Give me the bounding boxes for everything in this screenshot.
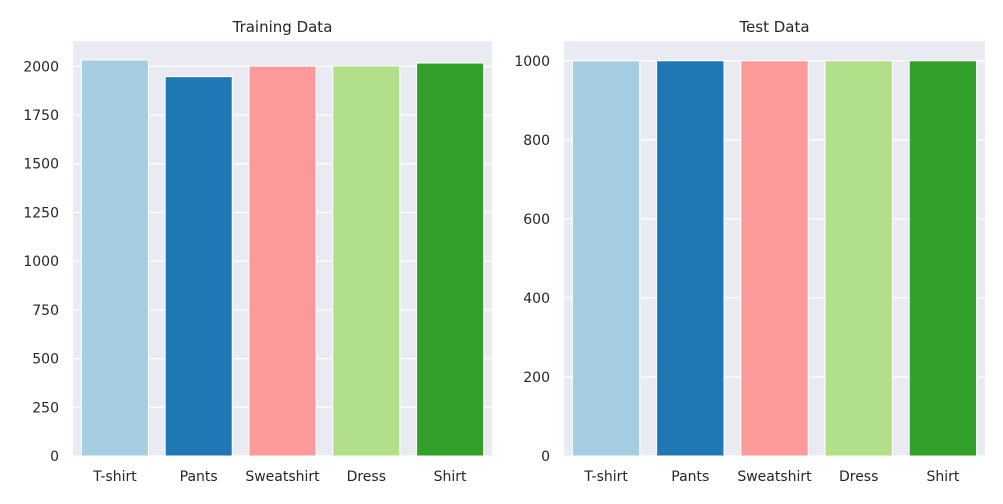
bar-pants bbox=[164, 76, 233, 457]
y-tick-label: 500 bbox=[32, 352, 59, 368]
chart-panel-2: 0 200 400 600 800 1000 T-shirt Pants Sweatshirt D… bbox=[514, 18, 985, 485]
y-tick-label: 1500 bbox=[23, 157, 59, 173]
y-tick-label: 1250 bbox=[23, 205, 59, 221]
y-tick-label: 600 bbox=[523, 212, 550, 228]
bar-dress bbox=[824, 60, 893, 457]
y-tick-label: 400 bbox=[523, 291, 550, 307]
x-tick-label: Shirt bbox=[434, 469, 467, 485]
bar-sweatshirt bbox=[248, 65, 317, 457]
x-tick-label: Dress bbox=[347, 469, 386, 485]
x-tick-label: T-shirt bbox=[92, 469, 137, 485]
y-tick-label: 800 bbox=[523, 133, 550, 149]
x-tick-label: Shirt bbox=[926, 469, 959, 485]
bar-t-shirt bbox=[80, 59, 149, 457]
bar-dress bbox=[332, 65, 401, 457]
y-tick-label: 0 bbox=[50, 449, 59, 465]
bar-pants bbox=[656, 60, 725, 457]
chart-panel-1: 0 250 500 750 1000 1250 1500 1750 2000 T-shirt Pan… bbox=[23, 18, 492, 485]
y-tick-label: 0 bbox=[541, 449, 550, 465]
x-tick-label: T-shirt bbox=[583, 469, 628, 485]
x-tick-label: Dress bbox=[839, 469, 878, 485]
y-tick-label: 250 bbox=[32, 400, 59, 416]
x-tick-label: Pants bbox=[671, 469, 709, 485]
y-tick-label: 2000 bbox=[23, 59, 59, 75]
bar-sweatshirt bbox=[740, 60, 809, 457]
y-tick-label: 200 bbox=[523, 370, 550, 386]
y-tick-label: 1000 bbox=[514, 54, 550, 70]
x-tick-label: Pants bbox=[180, 469, 218, 485]
x-tick-label: Sweatshirt bbox=[245, 469, 320, 485]
bar-shirt bbox=[416, 62, 485, 457]
y-tick-label: 750 bbox=[32, 303, 59, 319]
y-tick-label: 1000 bbox=[23, 254, 59, 270]
x-tick-label: Sweatshirt bbox=[737, 469, 812, 485]
y-tick-label: 1750 bbox=[23, 108, 59, 124]
chart-title: Training Data bbox=[232, 18, 333, 36]
bar-t-shirt bbox=[571, 60, 641, 457]
bar-shirt bbox=[908, 60, 978, 457]
chart-title: Test Data bbox=[738, 18, 809, 36]
